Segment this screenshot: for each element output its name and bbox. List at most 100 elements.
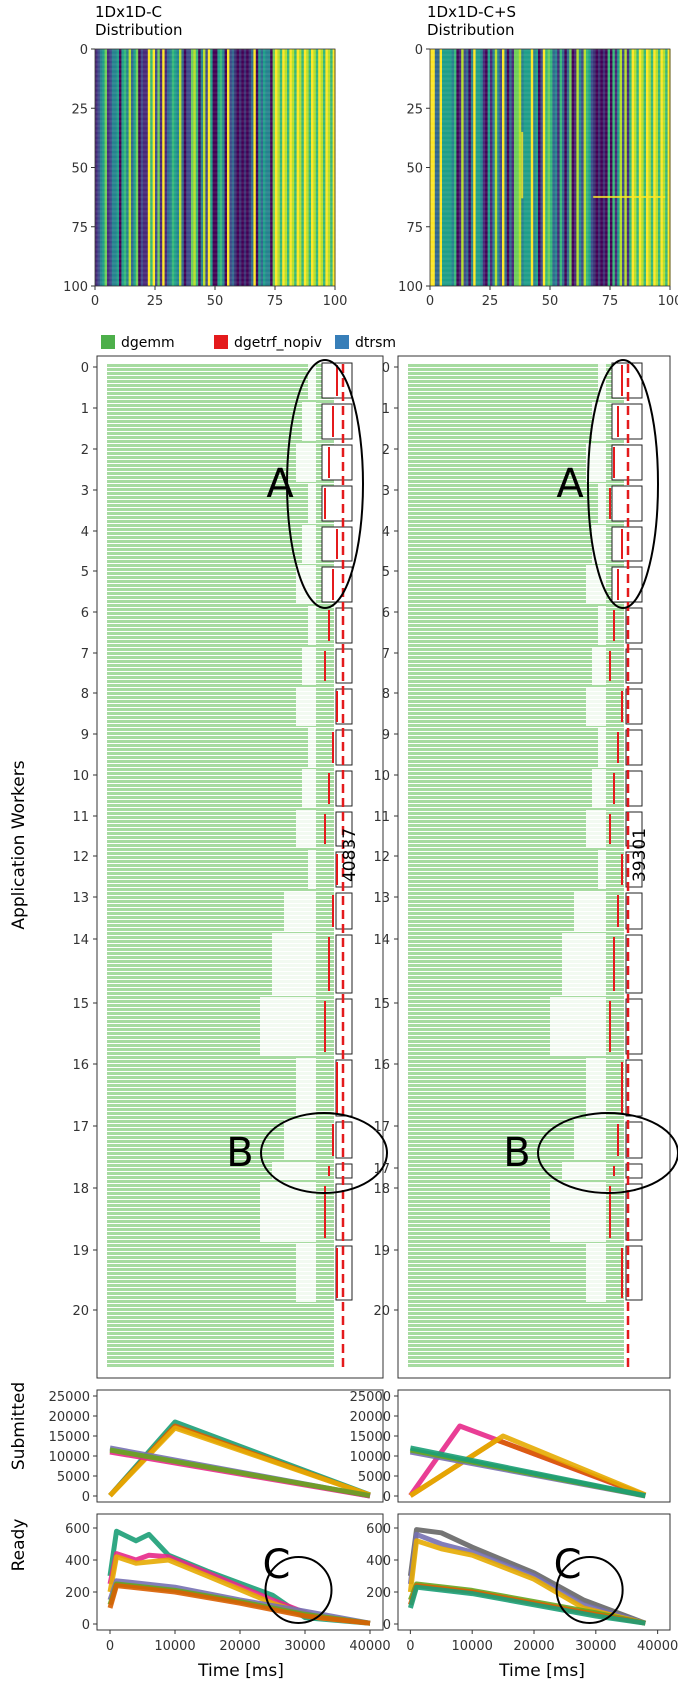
heatmap-column — [277, 49, 281, 286]
submitted-ytick-label: 20000 — [49, 1410, 90, 1425]
heatmap-ytick-label: 0 — [80, 43, 88, 58]
heatmap-column — [550, 49, 553, 286]
idle-region — [302, 525, 316, 563]
worker-tick-label: 2 — [382, 443, 390, 458]
legend-swatch-dgemm — [101, 335, 115, 349]
idle-region — [284, 1120, 316, 1160]
heatmap-column — [602, 49, 606, 286]
heatmap-row-band — [430, 67, 670, 71]
idle-region — [296, 1244, 316, 1302]
ready-ytick-label: 400 — [65, 1554, 90, 1569]
heatmap-row-band — [430, 195, 670, 199]
heatmap-row-band — [95, 153, 335, 156]
heatmap-column — [195, 49, 199, 286]
submitted-ytick-label: 10000 — [350, 1450, 391, 1465]
ready-ytick-label: 400 — [366, 1554, 391, 1569]
idle-box — [625, 1245, 643, 1301]
heatmap-row-band — [430, 200, 670, 204]
worker-tick-label: 12 — [373, 850, 390, 865]
heatmap-row-band — [95, 257, 335, 260]
heatmap-column — [638, 49, 642, 286]
heatmap-column — [140, 49, 144, 286]
xlabel-right: Time [ms] — [498, 1661, 585, 1681]
ready-xtick-label: 10000 — [154, 1639, 195, 1654]
heatmap2-title-line2: Distribution — [427, 21, 515, 39]
heatmap-column — [207, 49, 211, 286]
worker-tick-label: 10 — [373, 769, 390, 784]
heatmap-xtick-label: 75 — [267, 294, 284, 309]
heatmap-row-band — [430, 96, 670, 99]
worker-tick-label: 15 — [373, 997, 390, 1012]
idle-region — [550, 1182, 606, 1242]
heatmap-column — [619, 49, 623, 286]
heatmap-ytick-label: 25 — [406, 102, 423, 117]
idle-region — [592, 769, 606, 808]
heatmap-row-band — [95, 162, 335, 166]
idle-region — [574, 1120, 606, 1160]
idle-region — [296, 810, 316, 848]
heatmap-row-band — [430, 219, 670, 223]
heatmap-row-band — [95, 200, 335, 204]
idle-box — [321, 444, 353, 481]
heatmap-column — [114, 49, 118, 286]
gantt-legend: dgemm dgetrf_nopiv dtrsm — [101, 335, 396, 351]
heatmap-column — [430, 49, 433, 286]
idle-region — [574, 891, 606, 931]
heatmap-row-band — [430, 267, 670, 270]
submitted-panel-1: 0 5000 10000 15000 20000 25000 — [350, 1389, 671, 1505]
heatmap-row-band — [430, 271, 670, 275]
worker-tick-label: 5 — [382, 565, 390, 580]
worker-tick-label: 19 — [72, 1244, 89, 1259]
annotation-c-circle — [264, 1556, 333, 1624]
heatmap-column — [301, 49, 305, 286]
heatmap-column — [104, 49, 108, 286]
heatmap-column — [564, 49, 568, 286]
heatmap-column — [138, 49, 142, 286]
idle-region — [586, 443, 606, 482]
heatmap-column — [126, 49, 130, 286]
heatmap-row-band — [95, 139, 335, 142]
worker-tick-label: 0 — [81, 361, 89, 376]
makespan-label: 40837 — [340, 828, 360, 882]
heatmap-column — [308, 49, 312, 286]
worker-tick-label: 6 — [81, 606, 89, 621]
idle-box — [625, 648, 643, 684]
heatmap-row-band — [430, 252, 670, 256]
heatmap-row-band — [430, 176, 670, 180]
heatmap-column — [253, 49, 257, 286]
heatmap-row-band — [95, 233, 335, 237]
heatmap-column — [607, 49, 611, 286]
ready-ytick-label: 600 — [65, 1522, 90, 1537]
heatmap-xtick-label: 25 — [482, 294, 499, 309]
heatmap-column — [167, 49, 170, 286]
worker-tick-label: 1 — [382, 402, 390, 417]
heatmap-row-band — [95, 86, 335, 90]
heatmap-column — [641, 49, 645, 286]
ready-xtick-label: 40000 — [349, 1639, 390, 1654]
annotation-a-ellipse — [587, 359, 659, 609]
heatmap-column — [557, 49, 561, 286]
idle-region — [296, 443, 316, 482]
heatmap-column — [157, 49, 161, 286]
worker-tick-label: 3 — [382, 484, 390, 499]
heatmap-row-band — [430, 91, 670, 95]
heatmap-row-band — [430, 167, 670, 170]
worker-tick-label: 6 — [382, 606, 390, 621]
heatmap-column — [492, 49, 496, 286]
heatmap-row-band — [430, 276, 670, 279]
heatmap-column — [554, 49, 558, 286]
heatmap-row-band — [95, 158, 335, 161]
heatmap-column — [658, 49, 661, 286]
heatmap-row-band — [430, 153, 670, 156]
idle-region — [598, 484, 606, 523]
heatmap-column — [463, 49, 467, 286]
heatmap-column — [169, 49, 173, 286]
heatmap-column — [227, 49, 230, 286]
worker-tick-label: 8 — [382, 687, 390, 702]
gantt-panels: 4083701234567891011121314151617181920AB3… — [72, 355, 678, 1379]
heatmap-row-band — [95, 238, 335, 241]
heatmap-row-band — [430, 229, 670, 232]
heatmap-column — [571, 49, 575, 286]
heatmap-column — [475, 49, 479, 286]
